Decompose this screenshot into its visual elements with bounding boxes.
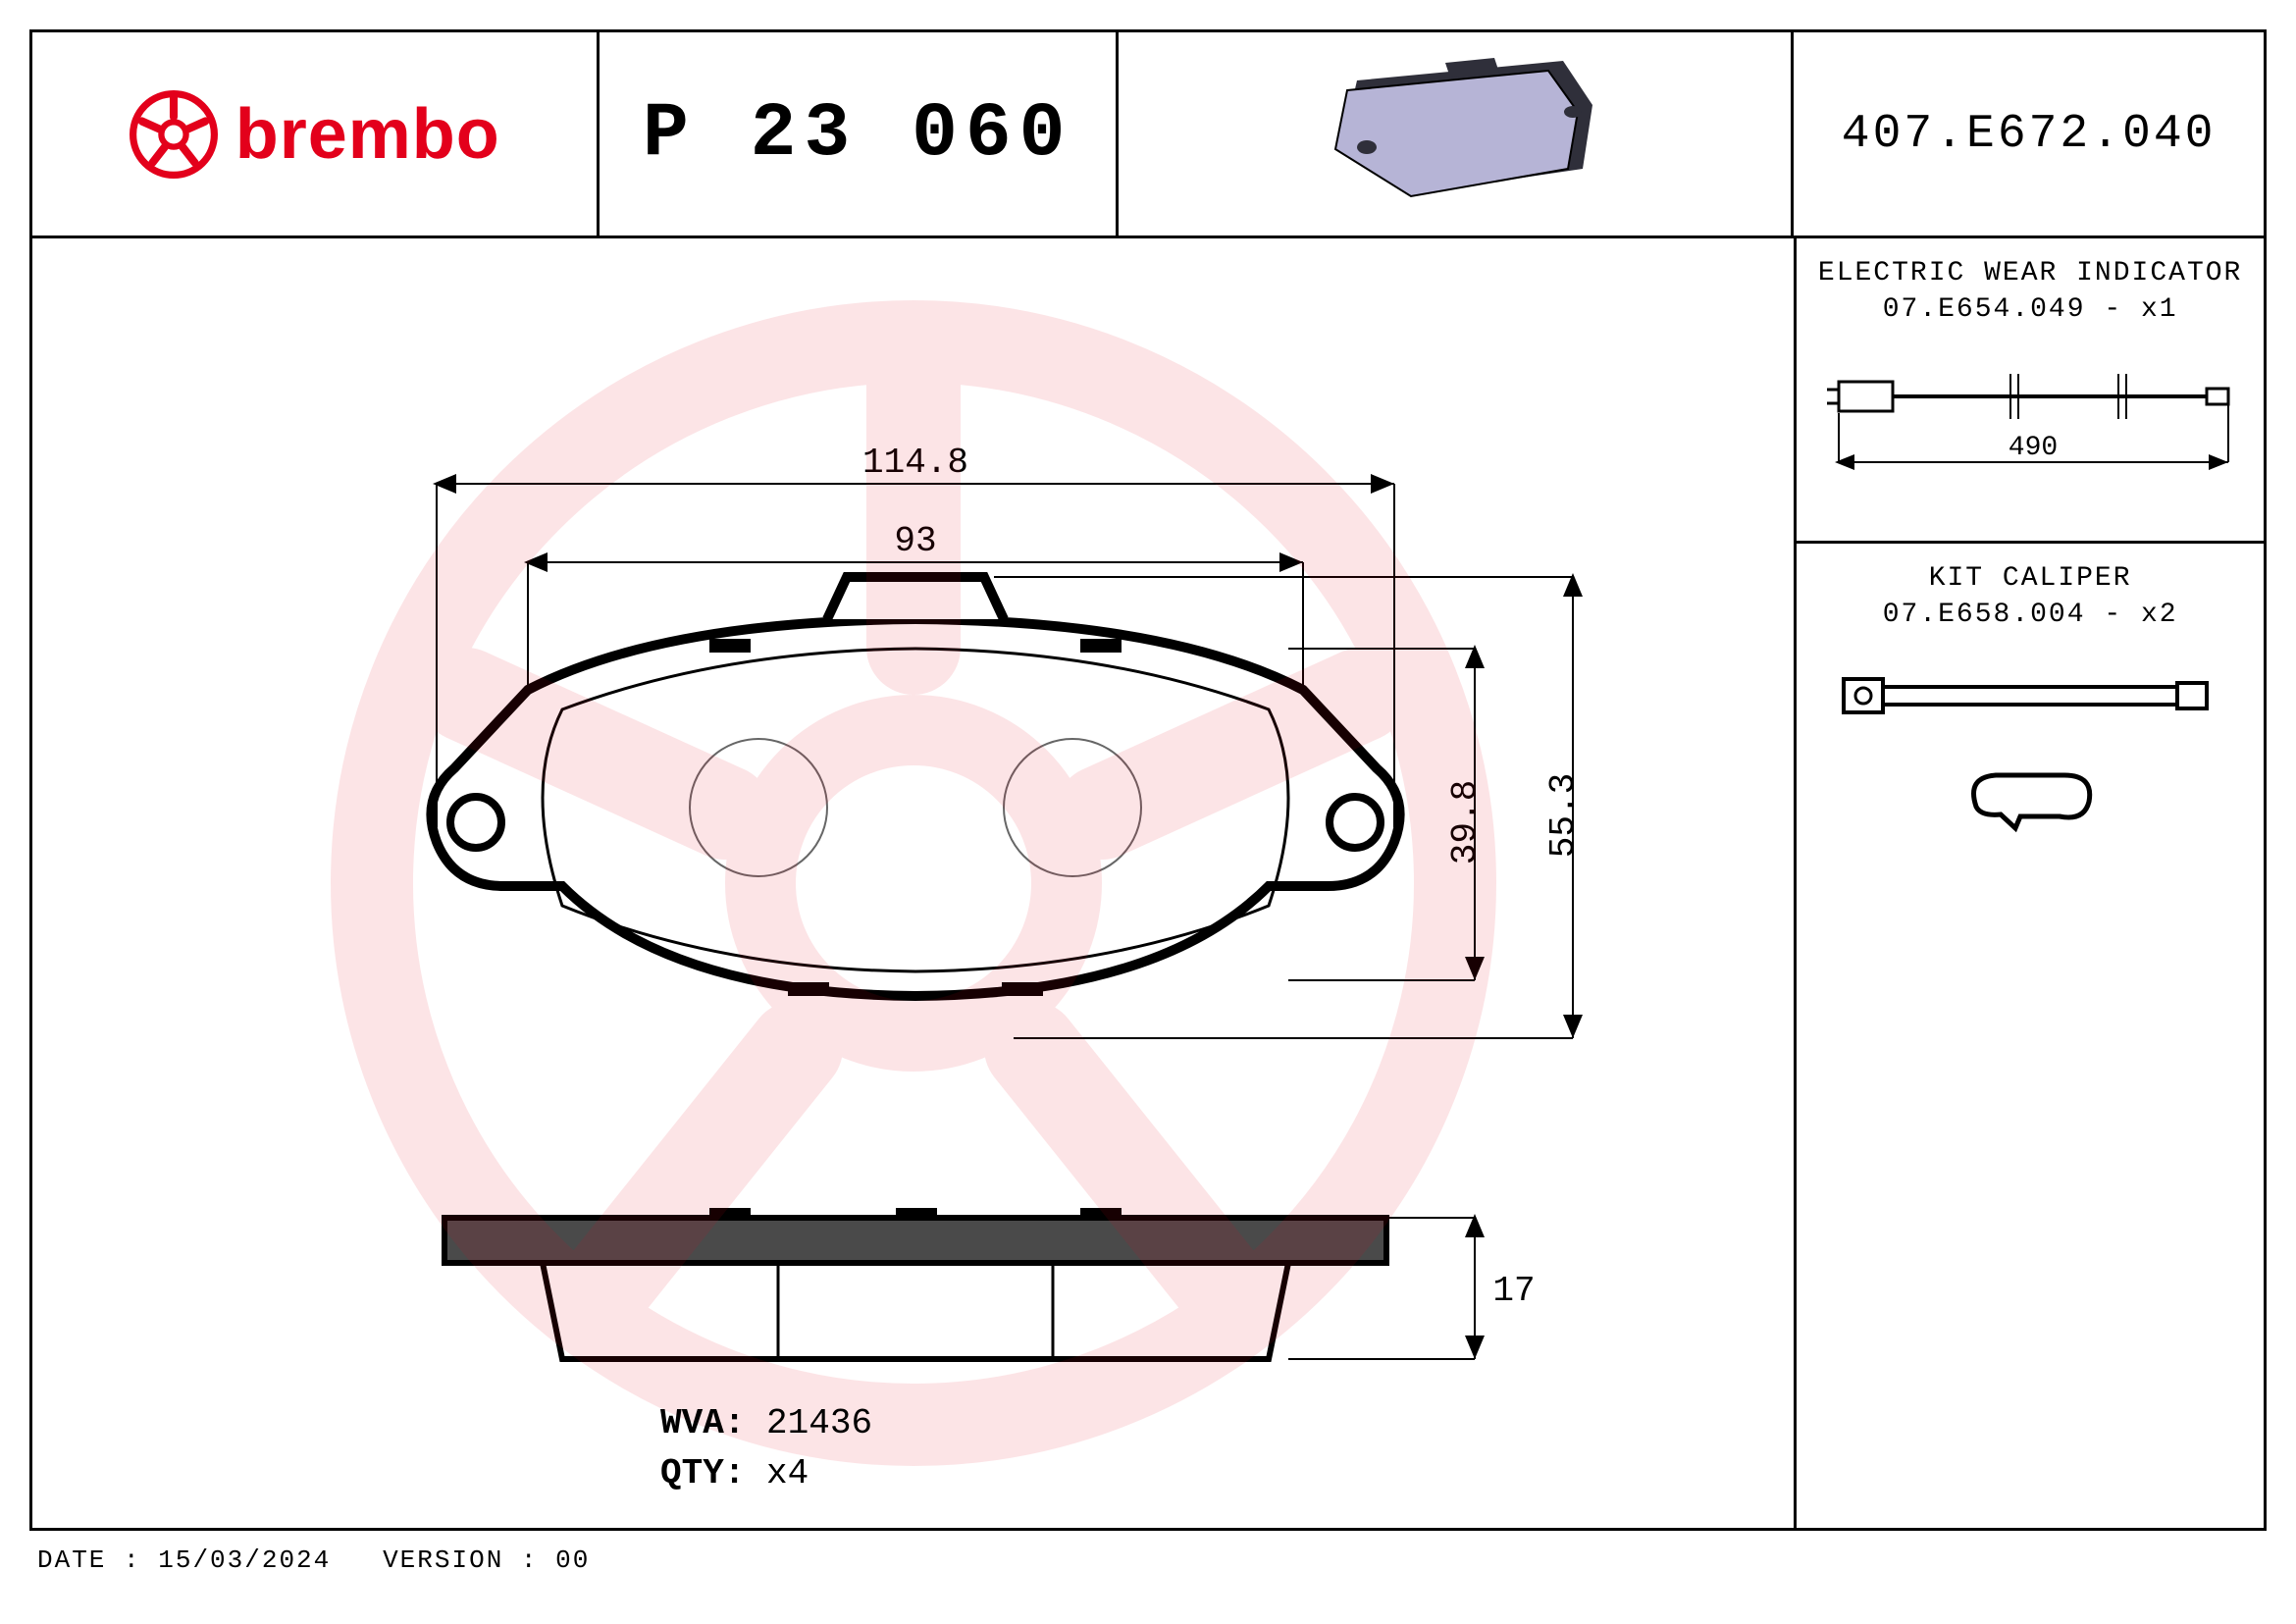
brembo-disc-icon <box>130 90 218 179</box>
kit-caliper-code: 07.E658.004 - x2 <box>1806 600 2254 630</box>
date-label: DATE : <box>37 1545 141 1575</box>
edge-backplate <box>444 1218 1386 1263</box>
kit-caliper-title: KIT CALIPER <box>1806 563 2254 594</box>
accessories-panel: ELECTRIC WEAR INDICATOR 07.E654.049 - x1 <box>1794 238 2264 1528</box>
wva-label: WVA: <box>660 1403 745 1443</box>
dim-value: 39.8 <box>1445 780 1486 864</box>
wear-indicator-title: ELECTRIC WEAR INDICATOR <box>1806 258 2254 288</box>
brand-name: brembo <box>235 94 500 175</box>
version-value: 00 <box>555 1545 590 1575</box>
wear-indicator-section: ELECTRIC WEAR INDICATOR 07.E654.049 - x1 <box>1797 238 2264 544</box>
qty-value: x4 <box>766 1453 809 1493</box>
clip <box>788 982 829 996</box>
dim-value: 93 <box>894 521 936 561</box>
front-view: 114.8 93 39.8 55.3 <box>431 443 1584 1038</box>
wear-indicator-code: 07.E654.049 - x1 <box>1806 294 2254 325</box>
qty-label: QTY: <box>660 1453 745 1493</box>
clip <box>1080 639 1122 653</box>
footer-labels: WVA: 21436 QTY: x4 <box>660 1399 872 1498</box>
drawing-sheet: brembo P 23 060 407.E672.040 <box>29 29 2267 1531</box>
edge-view: 17 <box>444 1208 1536 1359</box>
mount-hole-right <box>1330 797 1381 848</box>
clip <box>896 1208 937 1220</box>
sensor-tip-icon <box>2207 389 2228 404</box>
revision-line: DATE : 15/03/2024 VERSION : 00 <box>37 1545 590 1575</box>
clip <box>709 1208 751 1220</box>
brand-cell: brembo <box>32 32 600 236</box>
date-value: 15/03/2024 <box>158 1545 331 1575</box>
dim-value: 55.3 <box>1543 773 1584 858</box>
dim-value: 17 <box>1492 1271 1535 1311</box>
mount-hole-left <box>450 797 501 848</box>
clip <box>1002 982 1043 996</box>
title-block: brembo P 23 060 407.E672.040 <box>32 32 2264 238</box>
pad-3d-render <box>1288 51 1622 218</box>
wva-value: 21436 <box>766 1403 872 1443</box>
part-number-cell: P 23 060 <box>600 32 1119 236</box>
connector-icon <box>1839 382 1893 411</box>
part-number: P 23 060 <box>643 91 1072 178</box>
dim-value: 114.8 <box>862 443 968 483</box>
version-label: VERSION : <box>383 1545 538 1575</box>
drawing-number: 407.E672.040 <box>1842 108 2217 161</box>
drawing-body: 114.8 93 39.8 55.3 <box>32 238 2264 1528</box>
qty-row: QTY: x4 <box>660 1449 872 1498</box>
orthographic-views: 114.8 93 39.8 55.3 <box>32 238 1794 1528</box>
guide-pin-icon <box>1844 679 2207 712</box>
wva-row: WVA: 21436 <box>660 1399 872 1448</box>
brand-logo: brembo <box>130 90 500 179</box>
clip <box>1080 1208 1122 1220</box>
main-drawing-area: 114.8 93 39.8 55.3 <box>32 238 1794 1528</box>
backplate-outline <box>431 619 1399 996</box>
backplate-tab <box>827 577 1004 619</box>
kit-caliper-section: KIT CALIPER 07.E658.004 - x2 <box>1797 544 2264 1528</box>
kit-caliper-drawing <box>1819 650 2241 865</box>
dim-value: 490 <box>2009 433 2058 463</box>
render-cell <box>1119 32 1794 236</box>
wear-indicator-drawing: 490 <box>1819 344 2241 511</box>
edge-friction <box>543 1263 1288 1359</box>
spring-clip-icon <box>1974 775 2090 828</box>
clip <box>709 639 751 653</box>
drawing-number-cell: 407.E672.040 <box>1794 32 2264 236</box>
